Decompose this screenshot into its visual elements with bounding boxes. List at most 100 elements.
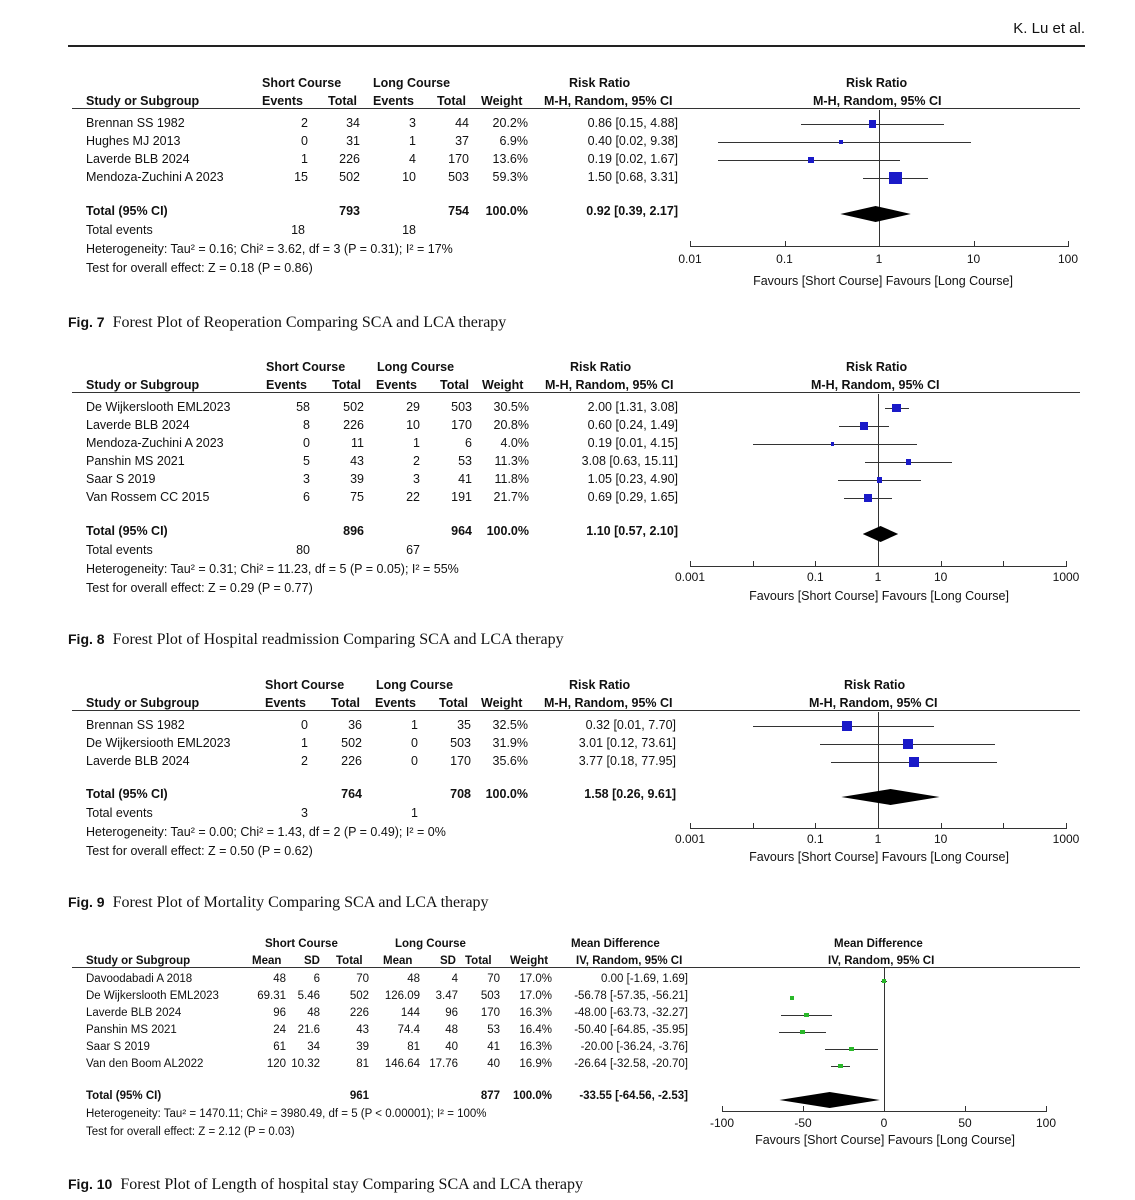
caption-text: Forest Plot of Hospital readmission Comp… bbox=[112, 631, 564, 648]
point-estimate-square bbox=[838, 1063, 844, 1069]
study-w: 21.7% bbox=[493, 490, 529, 504]
study-n1: 43 bbox=[356, 1024, 369, 1036]
study-w: 17.0% bbox=[519, 990, 552, 1002]
study-n2: 191 bbox=[451, 490, 472, 504]
study-ci: 0.19 [0.01, 4.15] bbox=[587, 436, 678, 450]
study-n1: 502 bbox=[341, 736, 362, 750]
axis-tick-label: 1000 bbox=[1052, 832, 1080, 846]
study-n2: 6 bbox=[465, 436, 472, 450]
study-ci: -56.78 [-57.35, -56.21] bbox=[574, 990, 688, 1002]
study-m2: 144 bbox=[400, 1007, 420, 1019]
total-e2: 18 bbox=[402, 223, 416, 237]
study-sd2: 40 bbox=[445, 1041, 458, 1053]
group2-header: Long Course bbox=[377, 360, 455, 374]
axis-tick-label: 0 bbox=[880, 1116, 888, 1130]
study-n2: 503 bbox=[448, 170, 469, 184]
favours-label: Favours [Short Course] Favours [Long Cou… bbox=[753, 274, 1013, 288]
total-label: Total (95% CI) bbox=[86, 524, 168, 538]
study-e1: 2 bbox=[301, 116, 308, 130]
study-n1: 11 bbox=[351, 436, 364, 450]
header-rule bbox=[72, 392, 1080, 393]
study-ci: 0.19 [0.02, 1.67] bbox=[587, 152, 678, 166]
study-ci: 0.40 [0.02, 9.38] bbox=[587, 134, 678, 148]
total-n1: 896 bbox=[343, 524, 364, 538]
col-weight: Weight bbox=[482, 378, 524, 392]
total-label: Total (95% CI) bbox=[86, 1090, 162, 1102]
study-e2: 2 bbox=[413, 454, 420, 468]
axis-tick-label: 10 bbox=[966, 252, 981, 266]
study-name: Laverde BLB 2024 bbox=[86, 418, 190, 432]
study-m2: 48 bbox=[407, 973, 420, 985]
col-study: Study or Subgroup bbox=[86, 378, 200, 392]
study-n2: 41 bbox=[458, 472, 472, 486]
total-e1: 18 bbox=[291, 223, 305, 237]
study-name: Van Rossem CC 2015 bbox=[86, 490, 210, 504]
study-n1: 39 bbox=[350, 472, 364, 486]
study-n2: 41 bbox=[487, 1041, 500, 1053]
study-e1: 15 bbox=[294, 170, 308, 184]
axis-tick bbox=[878, 823, 879, 829]
study-n2: 503 bbox=[451, 400, 472, 414]
plot-effect-title: Risk Ratio bbox=[846, 76, 908, 90]
axis-tick bbox=[815, 823, 817, 829]
total-n1: 793 bbox=[339, 204, 360, 218]
axis-tick bbox=[690, 241, 691, 247]
study-e1: 0 bbox=[303, 436, 310, 450]
plot-effect-title: Risk Ratio bbox=[846, 360, 908, 374]
axis-tick-label: 100 bbox=[1035, 1116, 1057, 1130]
col-total-2: Total bbox=[440, 378, 469, 392]
study-n2: 170 bbox=[448, 152, 469, 166]
study-ci: 0.86 [0.15, 4.88] bbox=[587, 116, 678, 130]
study-e2: 0 bbox=[411, 754, 418, 768]
caption-fig7: Fig. 7 Forest Plot of Reoperation Compar… bbox=[68, 314, 506, 332]
header-rule bbox=[72, 710, 1080, 711]
study-sd2: 96 bbox=[445, 1007, 458, 1019]
forest-plot-readmission: Short Course Long Course Risk Ratio Risk… bbox=[0, 356, 1135, 626]
point-estimate-square bbox=[876, 477, 883, 483]
point-estimate-square bbox=[892, 403, 902, 413]
col-total-2: Total bbox=[465, 955, 492, 967]
study-w: 11.8% bbox=[494, 472, 529, 486]
pooled-diamond bbox=[841, 789, 940, 805]
study-name: Saar S 2019 bbox=[86, 472, 156, 486]
study-e2: 1 bbox=[411, 718, 418, 732]
axis-tick bbox=[690, 823, 691, 829]
favours-label: Favours [Short Course] Favours [Long Cou… bbox=[749, 850, 1009, 864]
total-ci: 0.92 [0.39, 2.17] bbox=[586, 204, 678, 218]
study-ci: 3.77 [0.18, 77.95] bbox=[578, 754, 676, 768]
overall-effect: Test for overall effect: Z = 0.29 (P = 0… bbox=[86, 581, 313, 595]
axis-tick bbox=[784, 241, 786, 247]
forest-plot-length-of-stay: Short Course Long Course Mean Difference… bbox=[0, 936, 1135, 1151]
study-w: 13.6% bbox=[492, 152, 528, 166]
caption-number: Fig. 7 bbox=[68, 314, 105, 330]
total-n2: 877 bbox=[480, 1090, 500, 1102]
caption-number: Fig. 8 bbox=[68, 631, 105, 647]
axis-tick bbox=[940, 561, 942, 567]
study-w: 30.5% bbox=[493, 400, 529, 414]
axis-tick bbox=[878, 561, 879, 567]
col-total-2: Total bbox=[439, 696, 468, 710]
col-total-1: Total bbox=[331, 696, 360, 710]
axis-tick-label: 1 bbox=[874, 832, 882, 846]
study-e2: 1 bbox=[413, 436, 420, 450]
study-rows bbox=[0, 356, 1135, 357]
group2-header: Long Course bbox=[376, 678, 454, 692]
study-name: Van den Boom AL2022 bbox=[86, 1058, 204, 1070]
axis-tick bbox=[965, 1106, 966, 1112]
caption-text: Forest Plot of Mortality Comparing SCA a… bbox=[112, 894, 489, 911]
col-method: IV, Random, 95% CI bbox=[576, 955, 683, 967]
study-e1: 2 bbox=[301, 754, 308, 768]
study-e1: 0 bbox=[301, 718, 308, 732]
study-sd2: 4 bbox=[451, 973, 458, 985]
point-estimate-square bbox=[831, 442, 835, 446]
study-e1: 1 bbox=[301, 152, 308, 166]
study-e2: 3 bbox=[413, 472, 420, 486]
study-w: 20.8% bbox=[493, 418, 529, 432]
point-estimate-square bbox=[849, 1046, 855, 1052]
study-e2: 10 bbox=[406, 418, 420, 432]
total-ci: 1.58 [0.26, 9.61] bbox=[584, 787, 676, 801]
study-e1: 3 bbox=[303, 472, 310, 486]
caption-fig10: Fig. 10 Forest Plot of Length of hospita… bbox=[68, 1176, 583, 1194]
study-n1: 226 bbox=[339, 152, 360, 166]
axis-tick bbox=[690, 561, 691, 567]
